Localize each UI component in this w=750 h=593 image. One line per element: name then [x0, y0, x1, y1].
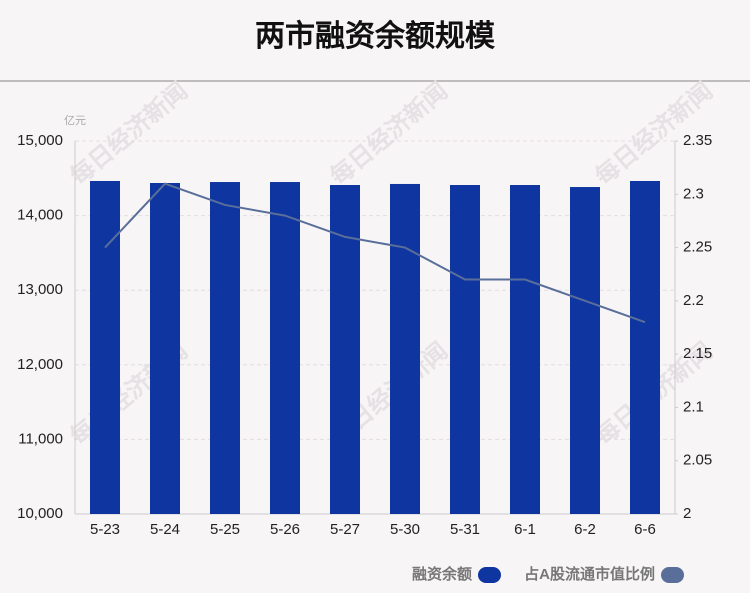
- y2-tick-label: 2.05: [683, 452, 712, 469]
- legend-swatch: [478, 567, 501, 583]
- y2-tick-label: 2.15: [683, 345, 712, 362]
- y-tick-label: 10,000: [17, 505, 63, 522]
- bar: [150, 182, 180, 514]
- x-tick-label: 5-31: [450, 521, 480, 538]
- y2-tick-label: 2.3: [683, 185, 704, 202]
- bar: [510, 185, 540, 514]
- y2-tick-label: 2.2: [683, 292, 704, 309]
- x-tick-label: 6-2: [574, 521, 596, 538]
- x-tick-label: 5-25: [210, 521, 240, 538]
- y-tick-label: 13,000: [17, 281, 63, 298]
- y2-tick-label: 2: [683, 505, 691, 522]
- x-tick-label: 5-26: [270, 521, 300, 538]
- bar: [330, 185, 360, 514]
- bar: [630, 180, 660, 514]
- x-tick-label: 5-27: [330, 521, 360, 538]
- bar: [210, 182, 240, 514]
- bar: [570, 187, 600, 514]
- bar: [90, 180, 120, 514]
- y2-tick-label: 2.1: [683, 398, 704, 415]
- y-tick-label: 12,000: [17, 356, 63, 373]
- watermark: 每日经济新闻: [65, 77, 193, 191]
- y2-tick-label: 2.25: [683, 239, 712, 256]
- y-tick-label: 11,000: [18, 430, 63, 447]
- legend-label: 融资余额: [412, 565, 472, 583]
- legend-swatch: [661, 567, 684, 583]
- line: [104, 182, 646, 324]
- x-tick-label: 5-24: [150, 521, 180, 538]
- y-unit: 亿元: [64, 114, 86, 127]
- bar: [450, 185, 480, 514]
- x-tick-label: 5-23: [90, 521, 120, 538]
- y-tick-label: 14,000: [17, 207, 63, 224]
- chart-title: 两市融资余额规模: [255, 19, 495, 53]
- y2-tick-label: 2.35: [683, 132, 712, 149]
- x-tick-label: 6-1: [514, 521, 536, 538]
- x-tick-label: 5-30: [390, 521, 420, 538]
- bar: [390, 183, 420, 514]
- legend-label: 占A股流通市值比例: [524, 565, 655, 583]
- y-tick-label: 15,000: [17, 132, 63, 149]
- watermark: 每日经济新闻: [325, 77, 453, 191]
- x-tick-label: 6-6: [634, 521, 656, 538]
- bar: [270, 182, 300, 514]
